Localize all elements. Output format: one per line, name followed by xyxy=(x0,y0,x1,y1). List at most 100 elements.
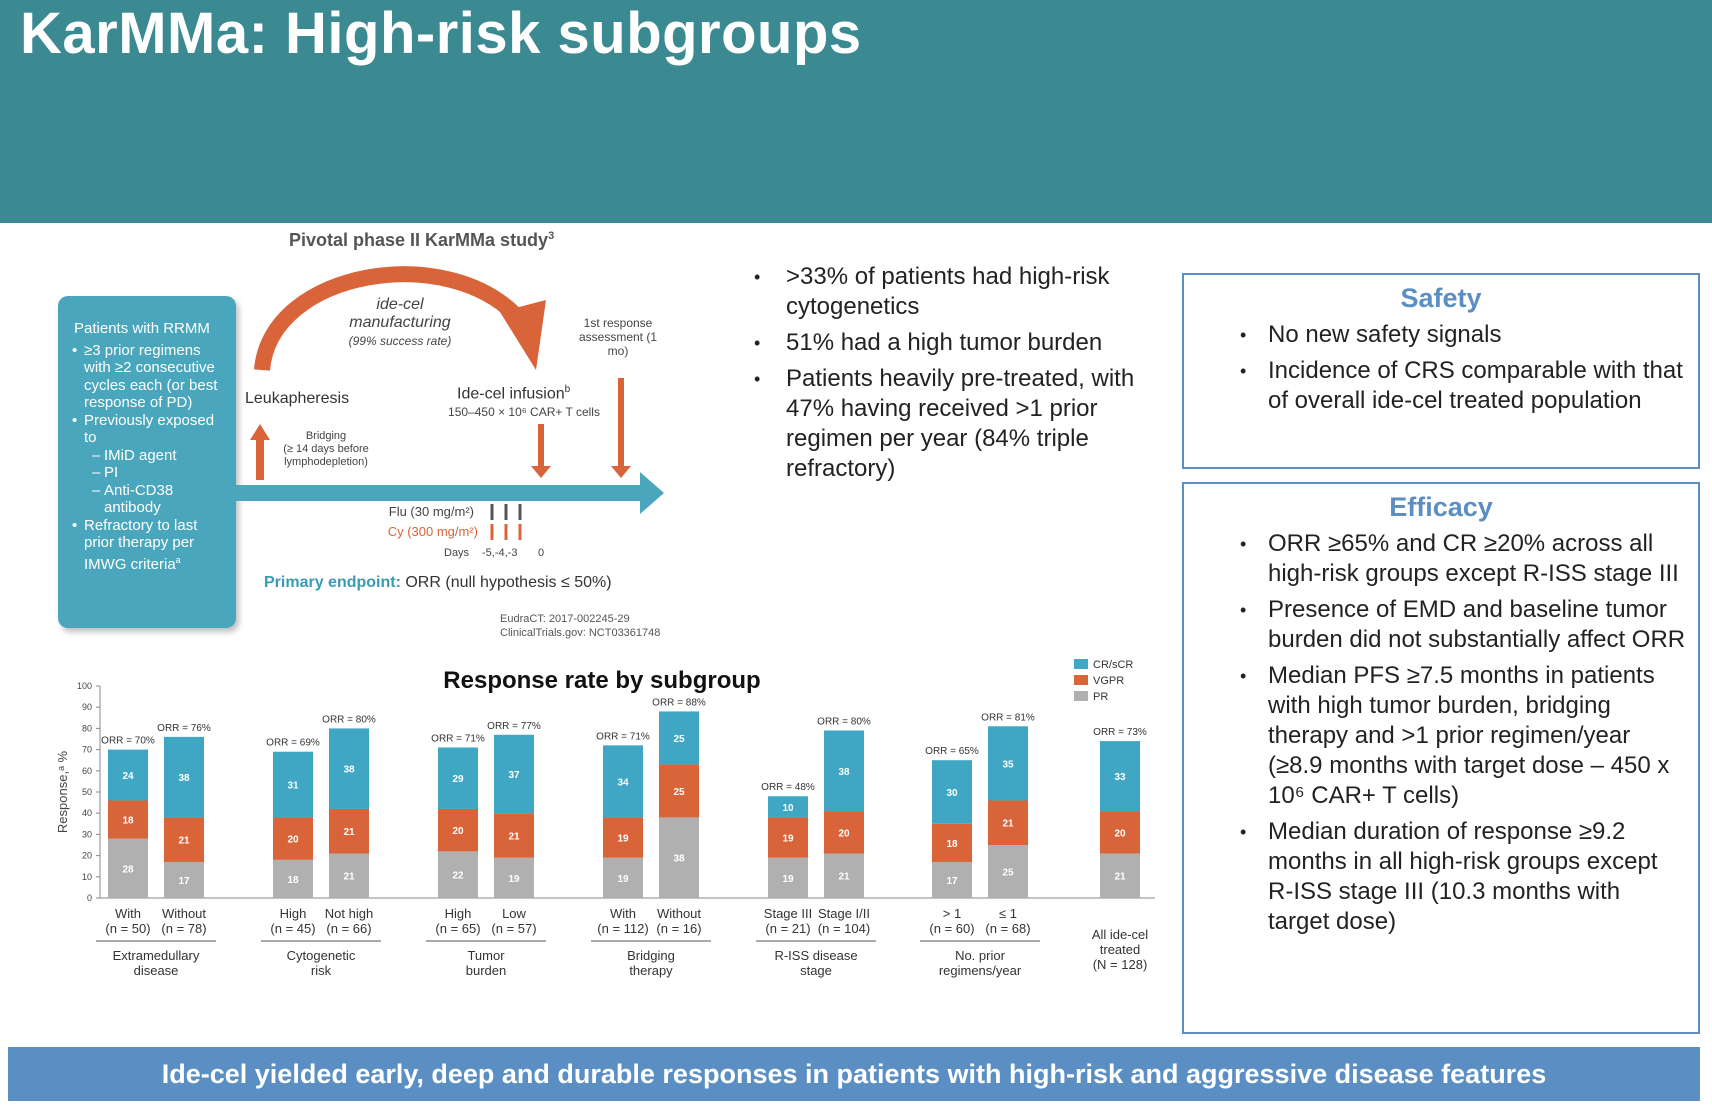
study-schema-diagram xyxy=(236,266,664,540)
bar-value-label: 20 xyxy=(838,828,850,839)
orr-label: ORR = 77% xyxy=(487,721,541,732)
bar-segment xyxy=(768,857,808,898)
safety-items: No new safety signals Incidence of CRS co… xyxy=(1184,320,1698,416)
bar-segment xyxy=(164,817,204,862)
bar-segment xyxy=(659,764,699,818)
y-tick-label: 30 xyxy=(82,829,92,839)
x-n-label: (n = 16) xyxy=(656,921,701,936)
bar-value-label: 21 xyxy=(178,836,190,847)
group-label: therapy xyxy=(629,963,673,978)
orr-label: ORR = 88% xyxy=(652,697,706,708)
legend-label: PR xyxy=(1093,691,1108,703)
infusion-arrow xyxy=(538,424,544,468)
bar-value-label: 19 xyxy=(617,874,629,885)
orr-label: ORR = 73% xyxy=(1093,727,1147,738)
group-label: treated xyxy=(1100,942,1140,957)
infusion-dose: 150–450 × 10⁶ CAR+ T cells xyxy=(448,405,600,419)
group-label: stage xyxy=(800,963,832,978)
bar-value-label: 21 xyxy=(343,827,355,838)
bar-segment xyxy=(824,811,864,854)
x-n-label: (n = 21) xyxy=(765,921,810,936)
bar-segment xyxy=(988,726,1028,801)
criteria-item: Anti-CD38 antibody xyxy=(72,482,224,517)
bar-value-label: 17 xyxy=(178,876,190,887)
bar-value-label: 24 xyxy=(122,771,134,782)
bar-value-label: 21 xyxy=(838,872,850,883)
bar-segment xyxy=(1100,811,1140,854)
study-title: Pivotal phase II KarMMa study3 xyxy=(289,230,554,251)
bar-segment xyxy=(438,808,478,852)
efficacy-bullet: ORR ≥65% and CR ≥20% across all high-ris… xyxy=(1184,529,1698,589)
bar-segment xyxy=(329,728,369,809)
orr-label: ORR = 69% xyxy=(266,738,320,749)
bar-segment xyxy=(494,857,534,898)
x-category-label: Without xyxy=(162,906,206,921)
infusion-arrowhead xyxy=(531,466,551,478)
criteria-item: ≥3 prior regimens with ≥2 consecutive cy… xyxy=(72,342,224,412)
bar-value-label: 19 xyxy=(508,874,520,885)
bridging-label: Bridging (≥ 14 days before lymphodepletio… xyxy=(276,430,376,469)
infusion-text: Ide-cel infusion xyxy=(457,385,565,403)
bar-segment xyxy=(659,711,699,765)
legend-swatch xyxy=(1074,659,1088,669)
bar-value-label: 38 xyxy=(838,767,850,778)
bar-segment xyxy=(494,813,534,858)
bar-segment xyxy=(273,817,313,860)
days-values: -5,-4,-3 xyxy=(482,547,518,559)
bar-segment xyxy=(1100,741,1140,812)
orr-label: ORR = 81% xyxy=(981,712,1035,723)
orr-label: ORR = 80% xyxy=(817,717,871,728)
bar-segment xyxy=(603,745,643,818)
criteria-item: Previously exposed to xyxy=(72,412,224,447)
criteria-sup: a xyxy=(175,554,181,565)
bar-segment xyxy=(108,800,148,839)
key-bullet: >33% of patients had high-risk cytogenet… xyxy=(752,262,1152,322)
x-n-label: (n = 65) xyxy=(435,921,480,936)
bar-segment xyxy=(164,736,204,818)
leukapheresis-arrow xyxy=(256,438,264,480)
x-category-label: Stage I/II xyxy=(818,906,870,921)
efficacy-title: Efficacy xyxy=(1389,492,1493,522)
legend-label: CR/sCR xyxy=(1093,659,1133,671)
legend-swatch xyxy=(1074,675,1088,685)
criteria-item: Refractory to last prior therapy per IMW… xyxy=(72,517,224,574)
key-bullets: >33% of patients had high-risk cytogenet… xyxy=(752,262,1152,490)
manufacturing-label: ide-cel manufacturing (99% success rate) xyxy=(330,296,470,350)
bar-value-label: 20 xyxy=(452,826,464,837)
bar-value-label: 18 xyxy=(287,875,299,886)
bar-value-label: 21 xyxy=(508,831,520,842)
efficacy-bullet: Presence of EMD and baseline tumor burde… xyxy=(1184,595,1698,655)
bar-value-label: 25 xyxy=(673,787,685,798)
y-tick-label: 0 xyxy=(87,893,92,903)
x-category-label: Low xyxy=(502,906,526,921)
bar-segment xyxy=(164,861,204,898)
x-category-label: ≤ 1 xyxy=(999,906,1017,921)
group-label: disease xyxy=(134,963,179,978)
bar-segment xyxy=(932,861,972,898)
bar-segment xyxy=(659,817,699,898)
bar-segment xyxy=(768,796,808,818)
y-tick-label: 20 xyxy=(82,851,92,861)
y-tick-label: 50 xyxy=(82,787,92,797)
bar-segment xyxy=(438,851,478,898)
bar-value-label: 30 xyxy=(946,788,958,799)
bar-value-label: 19 xyxy=(617,834,629,845)
y-tick-label: 90 xyxy=(82,702,92,712)
legend-label: VGPR xyxy=(1093,675,1124,687)
efficacy-bullet: Median duration of response ≥9.2 months … xyxy=(1184,817,1698,937)
bar-value-label: 31 xyxy=(287,781,299,792)
chart-title: Response rate by subgroup xyxy=(443,667,760,694)
y-axis-label: Response,ᵃ % xyxy=(55,750,70,833)
key-bullet: Patients heavily pre-treated, with 47% h… xyxy=(752,364,1152,484)
bar-segment xyxy=(329,853,369,898)
primary-endpoint-text: ORR (null hypothesis ≤ 50%) xyxy=(405,574,612,591)
x-n-label: (n = 60) xyxy=(929,921,974,936)
bar-value-label: 18 xyxy=(946,839,958,850)
bar-segment xyxy=(988,845,1028,898)
orr-label: ORR = 71% xyxy=(596,731,650,742)
bar-value-label: 29 xyxy=(452,774,464,785)
x-n-label: (n = 68) xyxy=(985,921,1030,936)
slide-title: KarMMa: High-risk subgroups xyxy=(20,1,862,66)
bar-value-label: 22 xyxy=(452,871,464,882)
safety-bullet: Incidence of CRS comparable with that of… xyxy=(1184,356,1698,416)
